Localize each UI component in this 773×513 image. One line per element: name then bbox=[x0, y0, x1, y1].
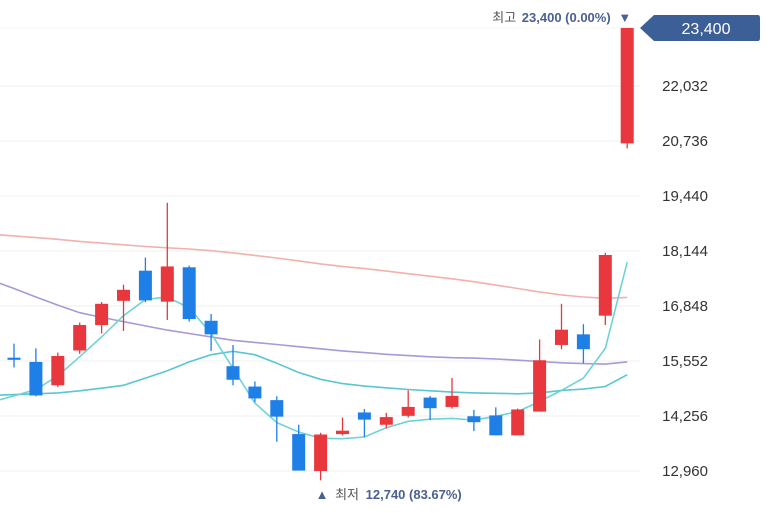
current-price-badge: 23,400 bbox=[640, 14, 760, 41]
candles bbox=[7, 27, 634, 481]
candle-body bbox=[204, 320, 218, 335]
candle-body bbox=[226, 366, 240, 380]
candle bbox=[489, 407, 503, 436]
candle bbox=[51, 352, 65, 387]
candle-body bbox=[555, 329, 568, 345]
high-label-marker: ▼ bbox=[618, 10, 631, 25]
candle bbox=[138, 257, 152, 303]
candle bbox=[336, 417, 349, 436]
candle-body bbox=[160, 266, 174, 302]
candle bbox=[248, 381, 262, 403]
candle-body bbox=[489, 415, 503, 436]
candle-body bbox=[182, 267, 196, 320]
candle bbox=[598, 252, 612, 326]
candle-body bbox=[576, 334, 590, 350]
candle bbox=[117, 284, 130, 331]
candle-body bbox=[51, 355, 65, 386]
candle-body bbox=[73, 325, 87, 351]
ma-short-line bbox=[0, 262, 628, 440]
candle-body bbox=[248, 386, 262, 399]
high-price-label: 최고 23,400 (0.00%) ▼ bbox=[492, 10, 631, 25]
candle bbox=[555, 303, 568, 350]
y-tick-label: 18,144 bbox=[662, 243, 708, 260]
candle-body bbox=[620, 27, 634, 144]
candle bbox=[73, 322, 87, 354]
candle-body bbox=[511, 409, 525, 436]
candle bbox=[270, 396, 284, 442]
low-price-label: ▲ 최저 12,740 (83.67%) bbox=[316, 487, 462, 502]
low-label-value: 12,740 (83.67%) bbox=[366, 487, 462, 502]
candle bbox=[226, 344, 240, 386]
candle-body bbox=[357, 412, 371, 420]
candle-body bbox=[445, 395, 459, 407]
y-tick-label: 12,960 bbox=[662, 463, 708, 480]
candle bbox=[379, 412, 393, 429]
candle-body bbox=[533, 360, 547, 412]
candle bbox=[29, 348, 43, 397]
candle-body bbox=[467, 416, 481, 423]
high-label-prefix: 최고 bbox=[492, 10, 516, 25]
candle-body bbox=[401, 406, 415, 416]
y-tick-label: 16,848 bbox=[662, 298, 708, 315]
current-price-badge-shape bbox=[640, 14, 760, 41]
candle-body bbox=[138, 270, 152, 301]
ma-long-line bbox=[0, 234, 628, 300]
candle bbox=[620, 27, 634, 149]
y-tick-label: 22,032 bbox=[662, 78, 708, 95]
candle-body bbox=[423, 397, 437, 409]
y-tick-label: 20,736 bbox=[662, 133, 708, 150]
candle bbox=[160, 202, 174, 320]
candle bbox=[576, 324, 590, 364]
candle-body bbox=[598, 254, 612, 316]
candle-body bbox=[117, 289, 130, 301]
y-tick-label: 19,440 bbox=[662, 188, 708, 205]
low-label-prefix: 최저 bbox=[335, 487, 359, 502]
candle-body bbox=[95, 303, 109, 326]
current-price-badge-text: 23,400 bbox=[682, 21, 731, 38]
candle bbox=[7, 343, 21, 368]
candle bbox=[95, 302, 109, 334]
y-tick-label: 15,552 bbox=[662, 353, 708, 370]
candle bbox=[314, 432, 328, 481]
y-axis: 12,960 14,256 15,552 16,848 18,144 19,440 20,7… bbox=[662, 78, 708, 480]
high-label-value: 23,400 (0.00%) bbox=[522, 10, 611, 25]
candle bbox=[423, 395, 437, 421]
candle bbox=[357, 409, 371, 438]
candle bbox=[204, 313, 218, 351]
candle bbox=[445, 378, 459, 409]
candle-body bbox=[314, 434, 328, 471]
low-label-marker: ▲ bbox=[316, 487, 329, 502]
candle-body bbox=[336, 430, 349, 435]
candle bbox=[182, 265, 196, 322]
candle bbox=[292, 424, 306, 471]
candle-body bbox=[270, 400, 284, 417]
candle bbox=[401, 390, 415, 418]
annotations: 최고 23,400 (0.00%) ▼ ▲ 최저 12,740 (83.67%)… bbox=[316, 10, 760, 502]
y-tick-label: 14,256 bbox=[662, 408, 708, 425]
candle bbox=[511, 408, 525, 436]
candle bbox=[533, 339, 547, 412]
ma-medium-short-line bbox=[0, 350, 628, 396]
candle bbox=[467, 409, 481, 432]
candle-body bbox=[379, 417, 393, 425]
candle-body bbox=[7, 357, 21, 360]
ma-mid-line bbox=[0, 282, 628, 365]
candle-body bbox=[29, 361, 43, 396]
candle-body bbox=[292, 434, 306, 471]
